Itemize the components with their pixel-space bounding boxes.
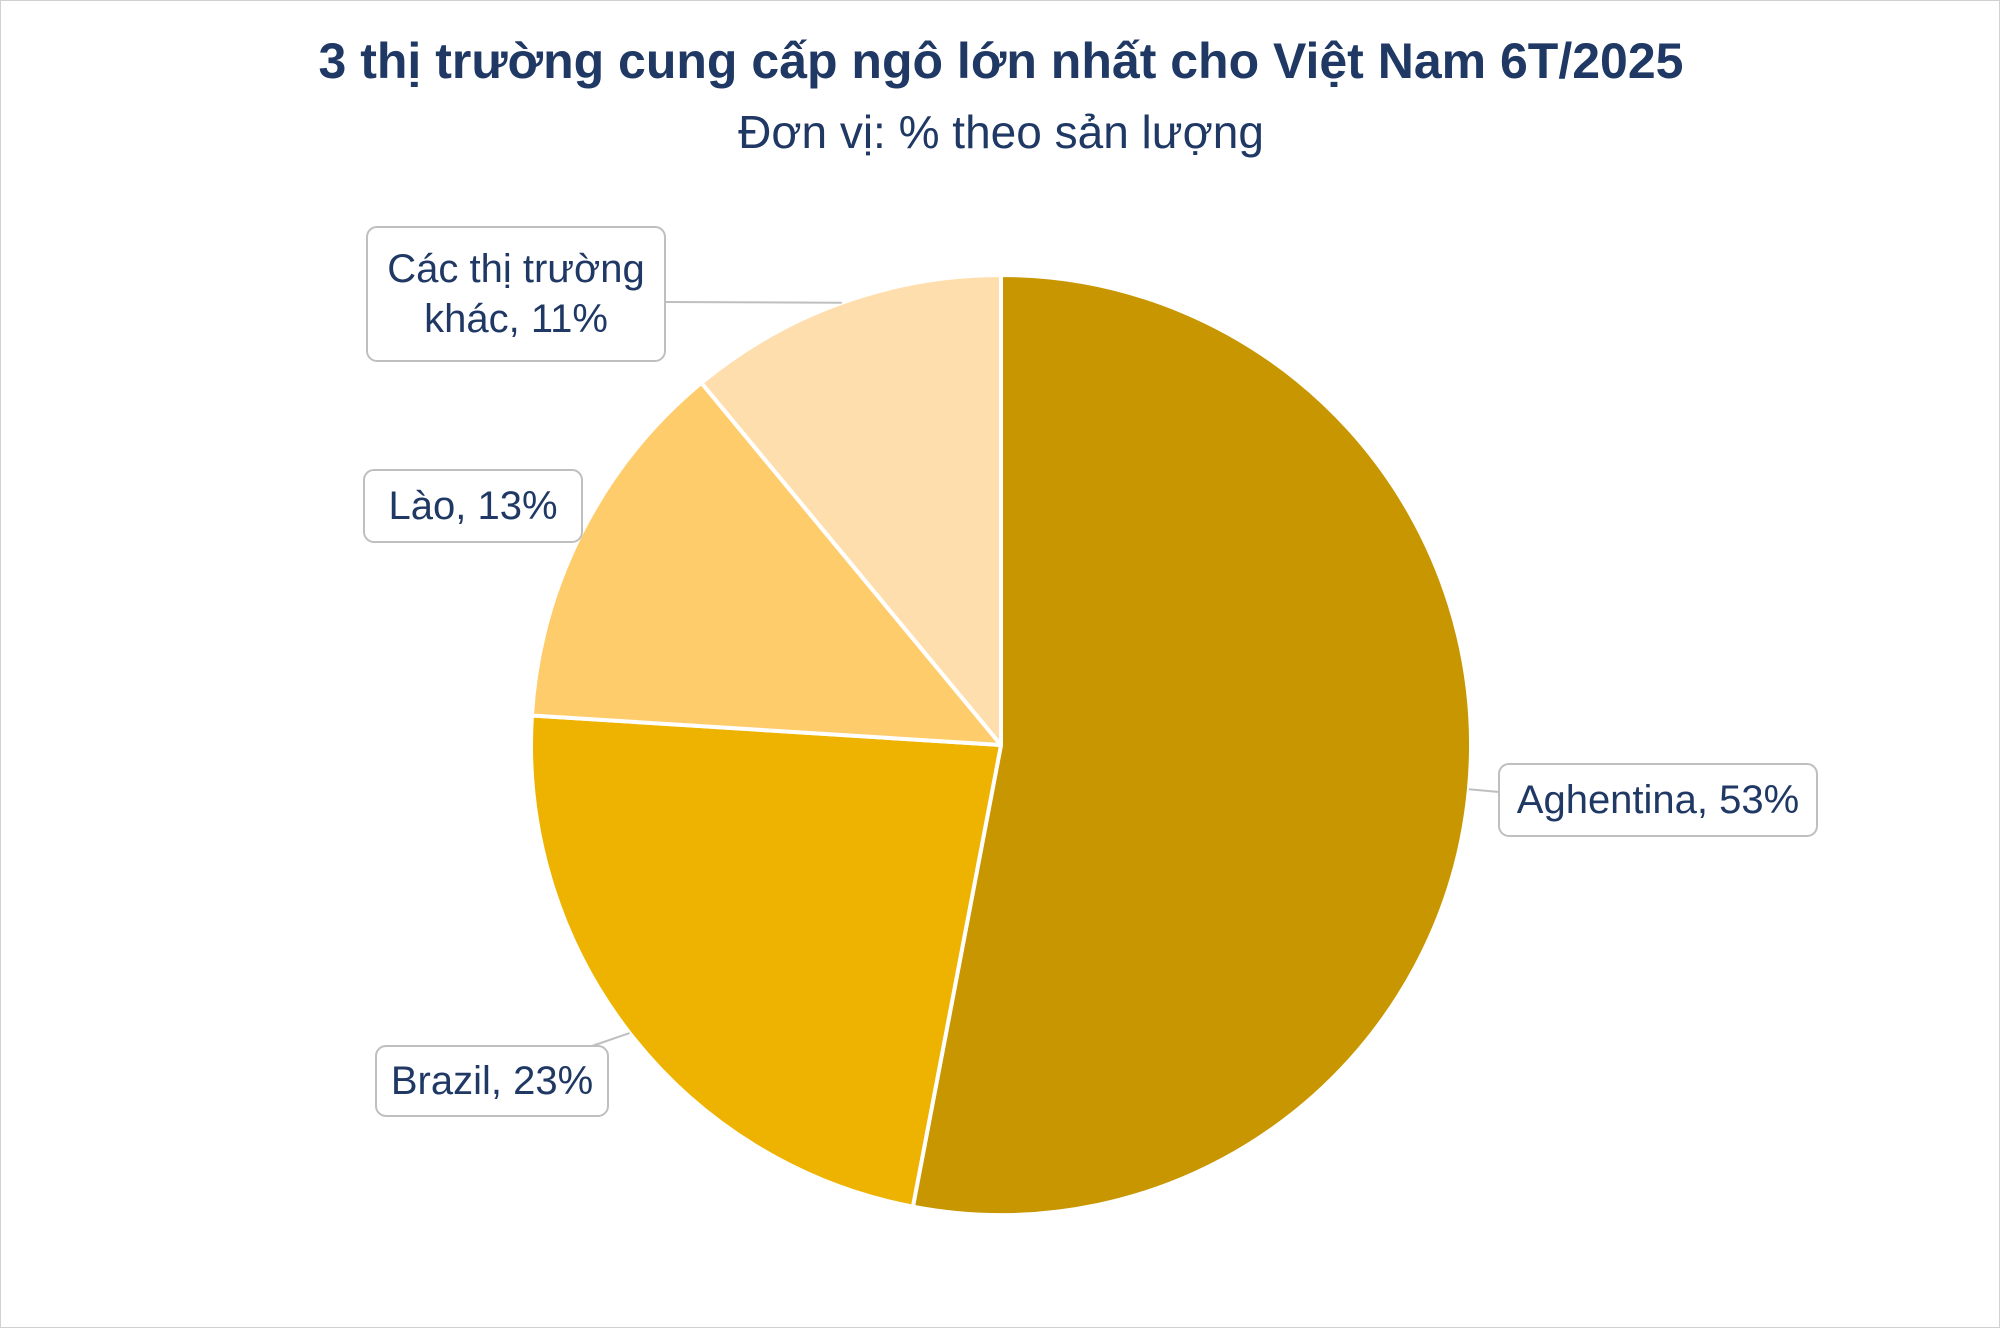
data-label-cac-thi-truong-khac-line-2: khác, 11%: [424, 297, 608, 341]
data-label-cac-thi-truong-khac-line-1: Các thị trường: [387, 247, 645, 291]
data-label-brazil: Brazil, 23%: [391, 1059, 593, 1103]
leader-line-aghentina: [1469, 789, 1499, 792]
pie-slices: [531, 275, 1471, 1215]
data-label-lao: Lào, 13%: [388, 484, 557, 528]
leader-line-cac-thi-truong-khac: [665, 302, 842, 303]
leader-line-brazil: [592, 1033, 630, 1046]
data-label-aghentina: Aghentina, 53%: [1517, 778, 1799, 822]
